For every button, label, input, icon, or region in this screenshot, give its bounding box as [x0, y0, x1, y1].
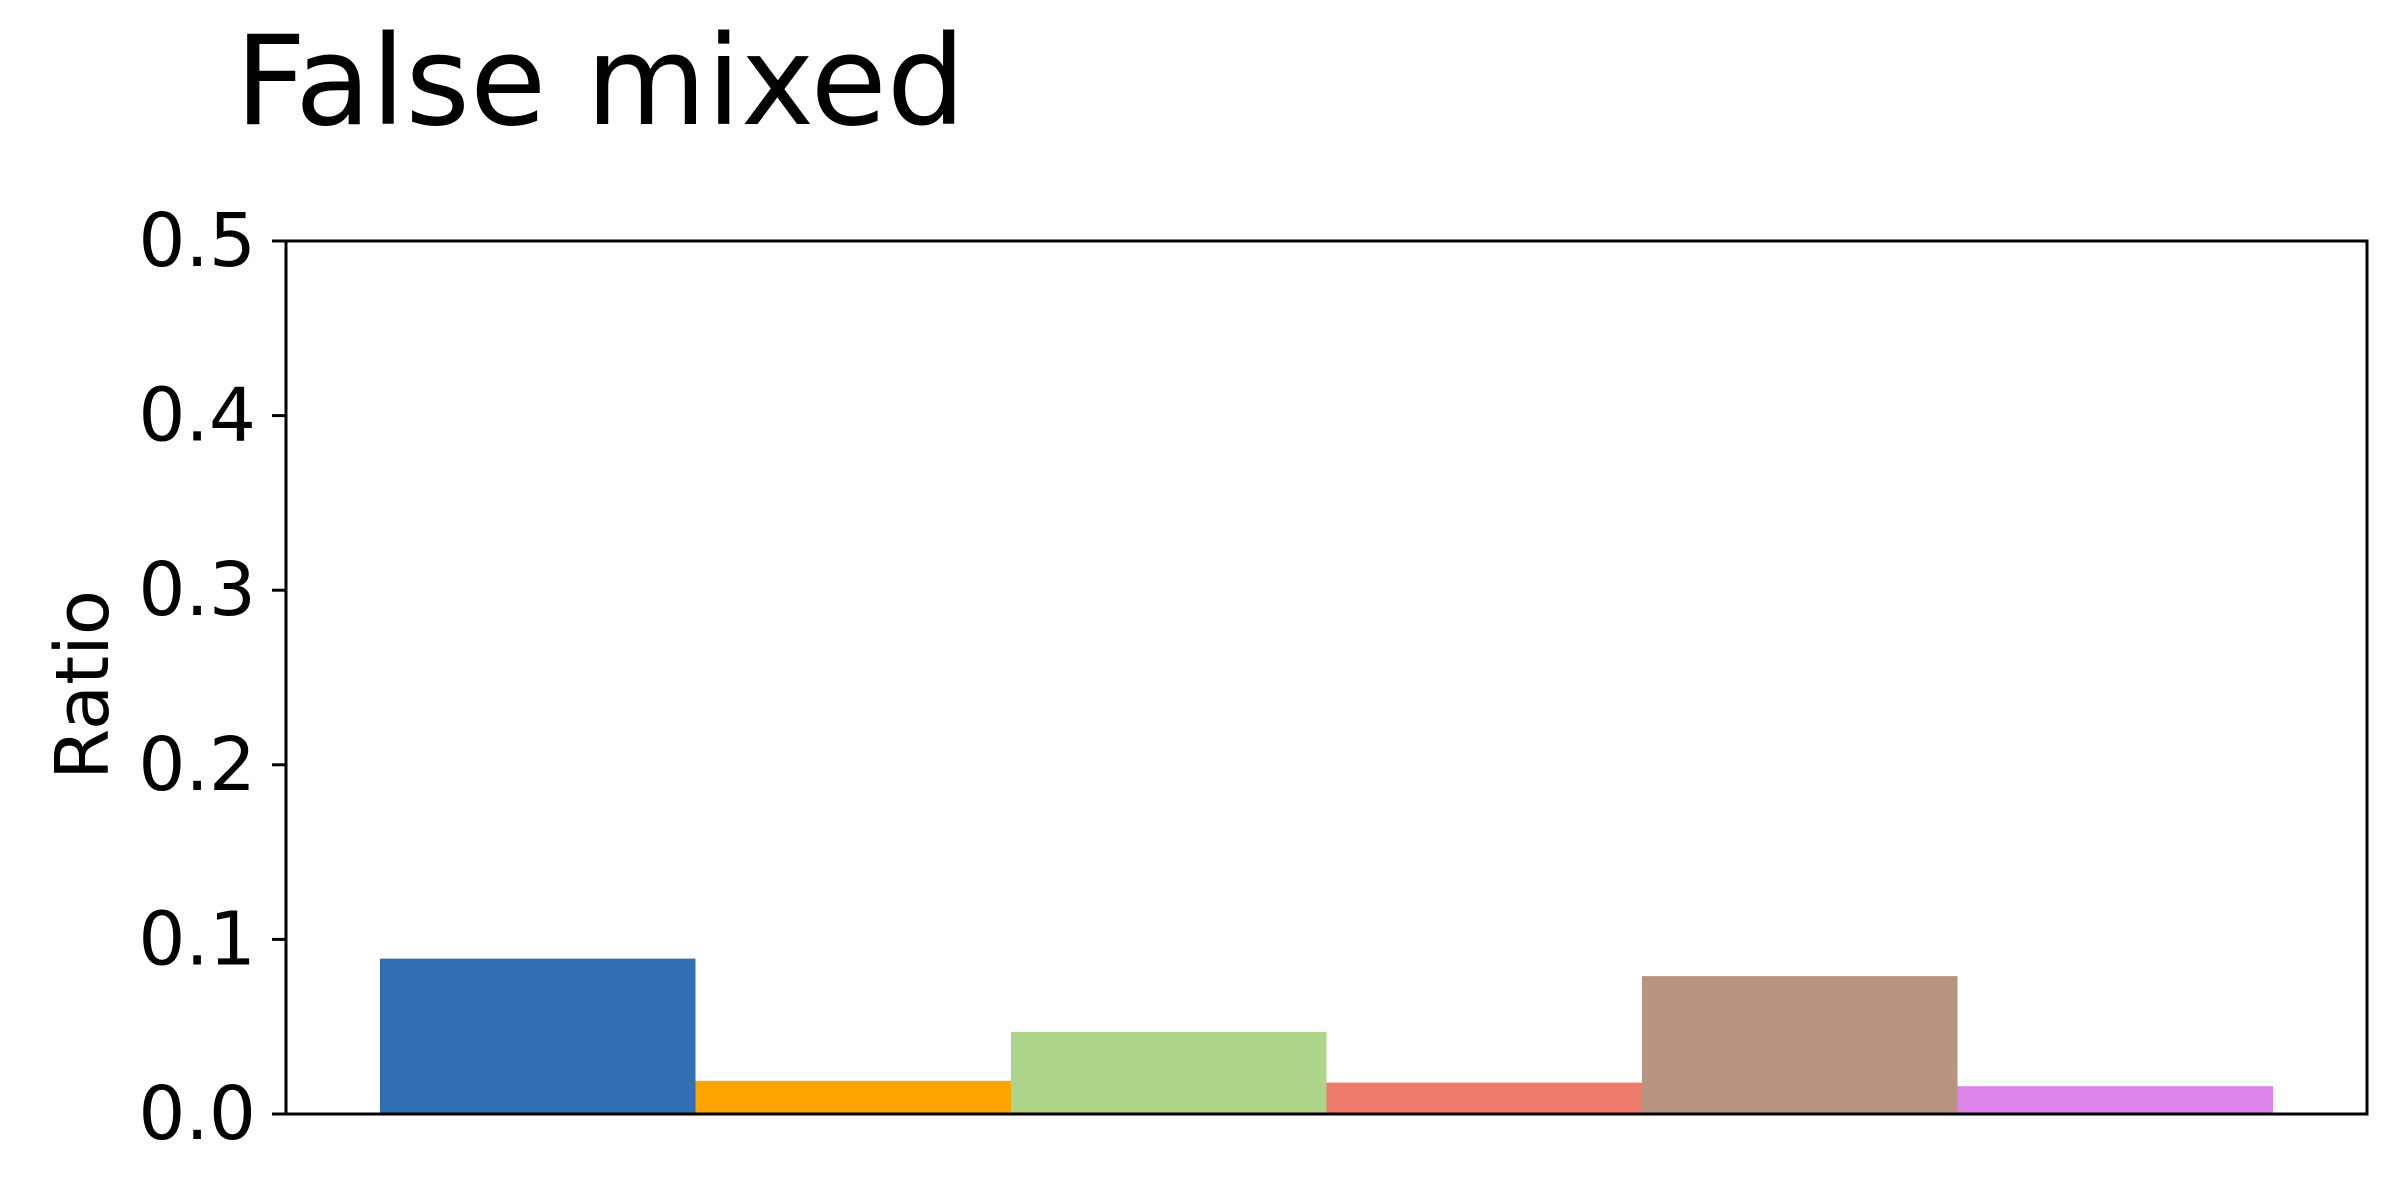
- y-tick-label: 0.0: [138, 1071, 256, 1157]
- bar-2: [695, 1080, 1011, 1114]
- y-tick-label: 0.2: [138, 722, 256, 808]
- bar-4: [1326, 1082, 1642, 1114]
- y-axis-label: Ratio: [40, 590, 126, 780]
- y-tick-label: 0.1: [138, 896, 256, 982]
- bar-3: [1011, 1031, 1327, 1114]
- y-tick-label: 0.3: [138, 547, 256, 633]
- plot-frame: [284, 239, 2369, 1116]
- bars-group: [380, 958, 2273, 1114]
- bar-1: [380, 958, 696, 1114]
- bar-5: [1642, 976, 1958, 1114]
- y-tick-label: 0.5: [138, 198, 256, 284]
- chart-title: False mixed: [235, 10, 966, 154]
- y-tick-label: 0.4: [138, 373, 256, 459]
- y-ticks-group: 0.0 0.1 0.2 0.3 0.4 0.5: [138, 198, 286, 1157]
- bar-6: [1957, 1086, 2273, 1114]
